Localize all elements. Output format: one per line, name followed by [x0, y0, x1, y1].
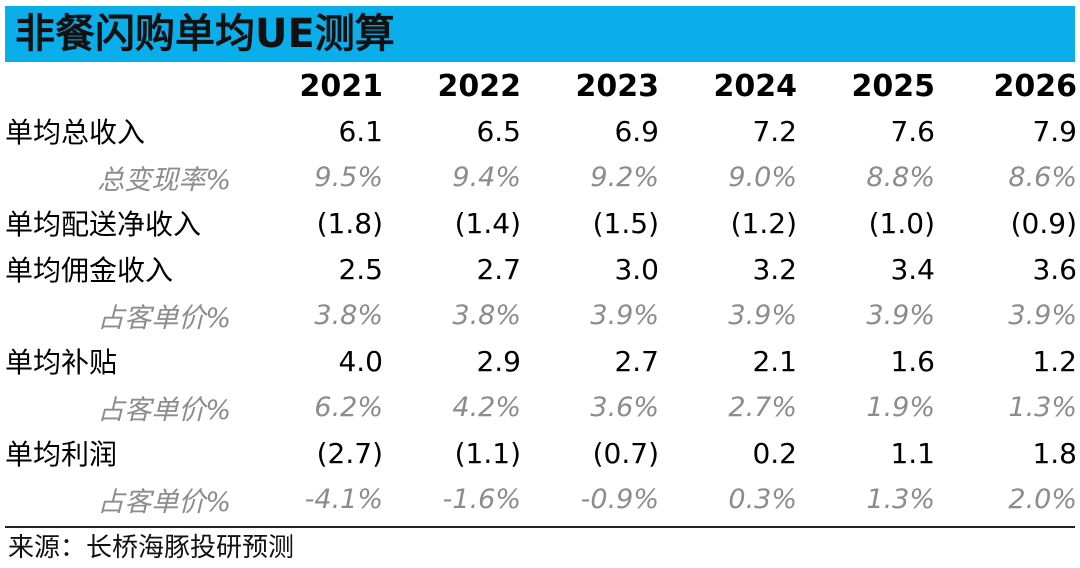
cell-value: 6.1: [338, 114, 383, 148]
cell-value: 1.3%: [866, 483, 935, 515]
row-label: 总变现率%: [97, 164, 231, 196]
cell-value: 3.4: [890, 252, 935, 286]
cell-value: 3.6: [1032, 252, 1077, 286]
cell-value: 1.8: [1032, 436, 1077, 470]
title-banner: 非餐闪购单均UE测算: [5, 6, 1075, 62]
cell-value: 2.5: [338, 252, 383, 286]
cell-value: 1.2: [1032, 344, 1077, 378]
row-delivery-net-revenue: 单均配送净收入 (1.8) (1.4) (1.5) (1.2) (1.0) (0…: [5, 200, 1077, 246]
row-label: 占客单价%: [97, 486, 231, 518]
cell-value: (0.9): [1010, 206, 1077, 240]
corner-cell: [5, 64, 245, 108]
cell-value: 4.0: [338, 344, 383, 378]
cell-value: 3.2: [752, 252, 797, 286]
cell-value: 9.5%: [314, 161, 383, 193]
cell-value: 2.7: [476, 252, 521, 286]
cell-value: 1.3%: [1008, 391, 1077, 423]
row-label: 单均总收入: [5, 116, 146, 149]
row-label: 单均配送净收入: [5, 208, 202, 241]
header-row: 2021 2022 2023 2024 2025 2026: [5, 64, 1078, 108]
cell-value: 9.0%: [728, 161, 797, 193]
cell-value: (1.0): [868, 206, 935, 240]
cell-value: 0.2: [752, 436, 797, 470]
cell-value: 2.9: [476, 344, 521, 378]
row-commission-revenue: 单均佣金收入 2.5 2.7 3.0 3.2 3.4 3.6: [5, 246, 1077, 292]
cell-value: 3.6%: [590, 391, 659, 423]
row-revenue-per-order: 单均总收入 6.1 6.5 6.9 7.2 7.6 7.9: [5, 108, 1077, 154]
cell-value: (1.5): [592, 206, 659, 240]
row-label: 单均佣金收入: [5, 254, 174, 287]
cell-value: 3.0: [614, 252, 659, 286]
cell-value: 3.8%: [314, 299, 383, 331]
cell-value: 4.2%: [452, 391, 521, 423]
year-header: 2023: [575, 68, 660, 104]
cell-value: 1.1: [890, 436, 935, 470]
cell-value: 1.9%: [866, 391, 935, 423]
cell-value: 9.4%: [452, 161, 521, 193]
year-header: 2021: [299, 68, 384, 104]
cell-value: 8.6%: [1008, 161, 1077, 193]
cell-value: 3.9%: [866, 299, 935, 331]
cell-value: 6.5: [476, 114, 521, 148]
cell-value: (1.8): [316, 206, 383, 240]
year-header: 2026: [993, 68, 1078, 104]
cell-value: -1.6%: [442, 483, 521, 515]
row-label: 占客单价%: [97, 302, 231, 334]
cell-value: -0.9%: [580, 483, 659, 515]
row-subsidy: 单均补贴 4.0 2.9 2.7 2.1 1.6 1.2: [5, 338, 1077, 384]
cell-value: 1.6: [890, 344, 935, 378]
cell-value: 2.0%: [1008, 483, 1077, 515]
row-profit: 单均利润 (2.7) (1.1) (0.7) 0.2 1.1 1.8: [5, 430, 1077, 476]
cell-value: 7.6: [890, 114, 935, 148]
cell-value: 2.7%: [728, 391, 797, 423]
source-note: 来源：长桥海豚投研预测: [8, 533, 295, 563]
cell-value: 9.2%: [590, 161, 659, 193]
row-label: 单均利润: [5, 438, 118, 471]
cell-value: (1.1): [454, 436, 521, 470]
cell-value: (1.4): [454, 206, 521, 240]
ue-table: 2021 2022 2023 2024 2025 2026 单均总收入 6.1 …: [5, 64, 1077, 522]
cell-value: (1.2): [730, 206, 797, 240]
cell-value: 2.7: [614, 344, 659, 378]
cell-value: 7.9: [1032, 114, 1077, 148]
cell-value: (0.7): [592, 436, 659, 470]
row-monetization-rate: 总变现率% 9.5% 9.4% 9.2% 9.0% 8.8% 8.6%: [5, 154, 1077, 200]
cell-value: 3.9%: [728, 299, 797, 331]
cell-value: (2.7): [316, 436, 383, 470]
cell-value: 0.3%: [728, 483, 797, 515]
cell-value: 3.9%: [590, 299, 659, 331]
cell-value: 3.9%: [1008, 299, 1077, 331]
cell-value: 6.9: [614, 114, 659, 148]
row-subsidy-share: 占客单价% 6.2% 4.2% 3.6% 2.7% 1.9% 1.3%: [5, 384, 1077, 430]
cell-value: -4.1%: [304, 483, 383, 515]
row-label: 单均补贴: [5, 346, 118, 379]
row-label: 占客单价%: [97, 394, 231, 426]
cell-value: 2.1: [752, 344, 797, 378]
bottom-divider: [5, 526, 1075, 528]
page-title: 非餐闪购单均UE测算: [15, 11, 395, 57]
cell-value: 6.2%: [314, 391, 383, 423]
cell-value: 8.8%: [866, 161, 935, 193]
year-header: 2022: [437, 68, 522, 104]
cell-value: 3.8%: [452, 299, 521, 331]
row-profit-share: 占客单价% -4.1% -1.6% -0.9% 0.3% 1.3% 2.0%: [5, 476, 1077, 522]
year-header: 2024: [713, 68, 798, 104]
row-commission-share: 占客单价% 3.8% 3.8% 3.9% 3.9% 3.9% 3.9%: [5, 292, 1077, 338]
cell-value: 7.2: [752, 114, 797, 148]
year-header: 2025: [851, 68, 936, 104]
